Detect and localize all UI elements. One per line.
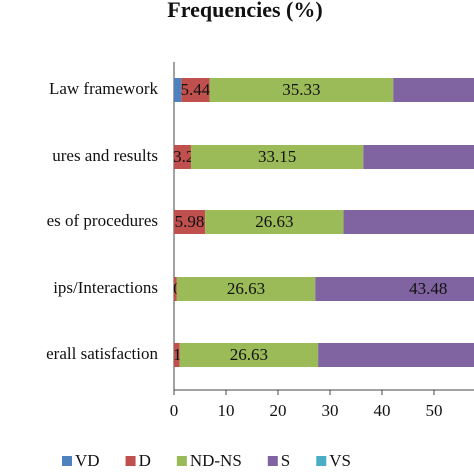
x-tick-label: 50 [425, 401, 442, 420]
value-label: 35.33 [282, 80, 320, 99]
bar-segment [179, 343, 319, 367]
value-label: 5.44 [181, 80, 211, 99]
bar-segment [174, 343, 180, 367]
value-label: 43.48 [409, 279, 447, 298]
legend-swatch [267, 456, 278, 466]
legend-swatch [62, 456, 72, 466]
category-label: es of procedures [47, 211, 158, 230]
bar-segment [174, 145, 191, 169]
bar-segment [174, 210, 206, 234]
value-label: 26.63 [255, 212, 293, 231]
bar-segment [318, 343, 474, 367]
legend-label: D [139, 451, 151, 470]
chart-title: Frequencies (%) [167, 0, 322, 22]
value-label: 26.63 [230, 345, 268, 364]
bar-segment [205, 210, 344, 234]
x-tick-label: 40 [373, 401, 390, 420]
category-label: erall satisfaction [46, 344, 158, 363]
x-tick-label: 20 [269, 401, 286, 420]
legend-swatch [316, 456, 327, 466]
legend-label: ND-NS [190, 451, 242, 470]
legend-swatch [176, 456, 187, 466]
category-label: Law framework [49, 79, 159, 98]
value-label: 33.15 [258, 147, 296, 166]
legend-label: VS [329, 451, 351, 470]
x-tick-label: 30 [321, 401, 338, 420]
bar-segment [315, 277, 474, 301]
bar-segment [181, 78, 210, 102]
value-label: 26.63 [227, 279, 265, 298]
bar-segment [190, 145, 364, 169]
value-label: 5.98 [175, 212, 205, 231]
bar-segment [343, 210, 474, 234]
bar-segment [209, 78, 394, 102]
legend-label: VD [75, 451, 100, 470]
bar-segment [174, 78, 182, 102]
bar-segment [363, 145, 474, 169]
category-label: ures and results [52, 146, 158, 165]
bar-segment [176, 277, 316, 301]
bar-segment [393, 78, 474, 102]
x-tick-label: 10 [217, 401, 234, 420]
x-tick-label: 0 [170, 401, 179, 420]
bar-segment [174, 277, 177, 301]
legend-label: S [281, 451, 290, 470]
category-label: ips/Interactions [53, 278, 158, 297]
legend-swatch [125, 456, 136, 466]
